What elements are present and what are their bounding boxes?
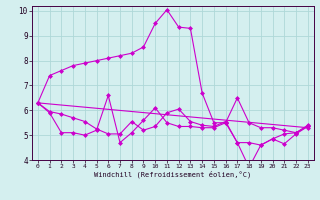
X-axis label: Windchill (Refroidissement éolien,°C): Windchill (Refroidissement éolien,°C) [94, 171, 252, 178]
